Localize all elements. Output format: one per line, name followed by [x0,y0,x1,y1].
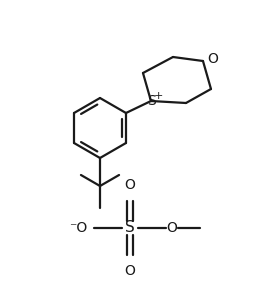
Text: +: + [153,91,162,101]
Text: ⁻O: ⁻O [69,221,87,235]
Text: S: S [147,94,156,108]
Text: O: O [124,178,135,192]
Text: O: O [166,221,177,235]
Text: O: O [206,52,217,66]
Text: S: S [125,221,134,235]
Text: O: O [124,264,135,278]
